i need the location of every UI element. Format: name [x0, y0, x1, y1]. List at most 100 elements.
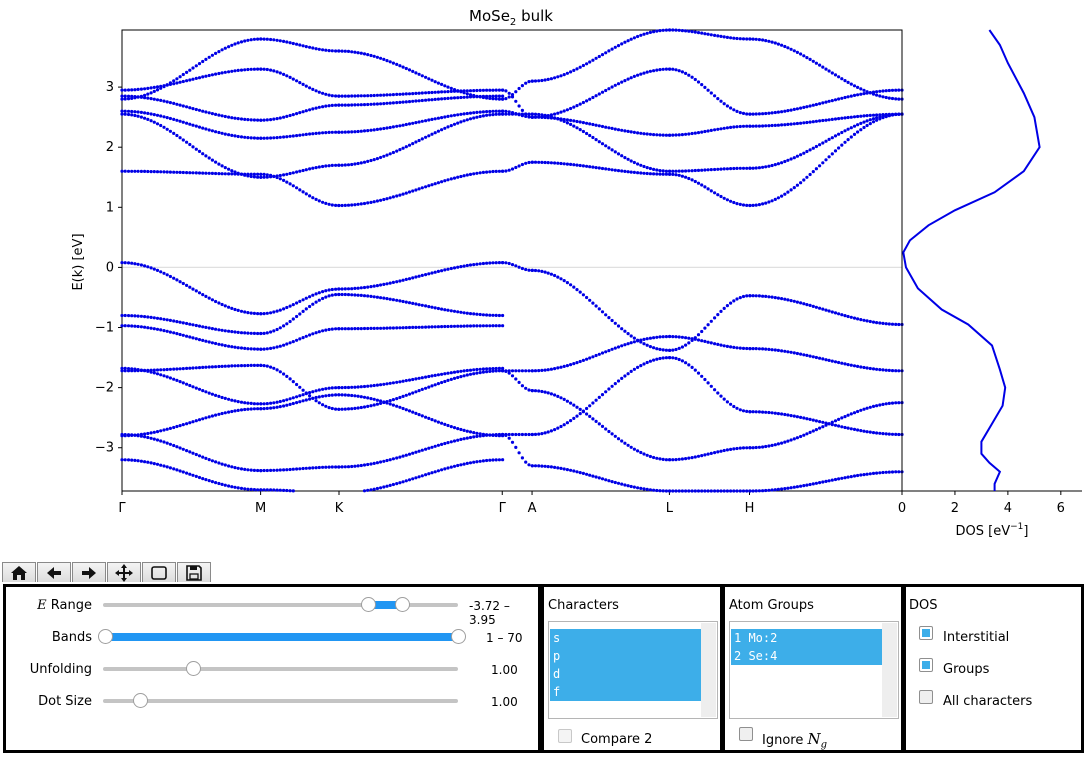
band-point — [165, 170, 169, 174]
band-point — [767, 124, 771, 128]
band-point — [594, 419, 598, 423]
e-range-track[interactable] — [103, 603, 458, 607]
list-item[interactable]: f — [553, 685, 561, 699]
bands-high-handle[interactable] — [451, 629, 466, 644]
band-point — [204, 325, 208, 329]
unfolding-handle[interactable] — [186, 661, 201, 676]
band-point — [537, 389, 541, 393]
band-point — [738, 346, 742, 350]
list-item[interactable]: s — [553, 631, 561, 645]
band-point — [827, 137, 831, 141]
compare-2-checkbox[interactable] — [558, 729, 572, 743]
band-point — [588, 473, 592, 477]
band-point — [533, 369, 538, 373]
band-point — [288, 304, 292, 308]
band-point — [620, 154, 624, 158]
band-point — [684, 29, 688, 33]
band-point — [191, 473, 195, 477]
band-point — [372, 128, 376, 132]
e-range-low-handle[interactable] — [361, 597, 376, 612]
band-point — [764, 294, 768, 298]
band-point — [443, 84, 447, 88]
band-point — [321, 394, 325, 398]
band-point — [802, 302, 806, 306]
all-characters-checkbox[interactable] — [919, 690, 933, 704]
band-point — [846, 115, 850, 120]
groups-checkbox[interactable] — [919, 658, 933, 672]
band-point — [658, 68, 662, 72]
band-point — [197, 324, 202, 328]
band-point — [233, 399, 237, 403]
list-item[interactable]: d — [553, 667, 561, 681]
band-point — [626, 484, 630, 488]
band-point — [207, 111, 211, 115]
k-point-label: M — [255, 501, 266, 516]
atom-groups-scrollbar[interactable] — [882, 623, 897, 717]
band-point — [411, 121, 415, 125]
save-button[interactable] — [177, 562, 211, 582]
band-point — [549, 367, 554, 371]
home-button[interactable] — [2, 562, 36, 582]
band-point — [725, 489, 730, 493]
band-point — [546, 465, 550, 469]
list-item[interactable]: 2 Se:4 — [734, 649, 778, 663]
band-point — [214, 130, 218, 134]
band-point — [607, 146, 611, 150]
characters-scrollbar[interactable] — [701, 623, 716, 717]
pan-button[interactable] — [107, 562, 141, 582]
band-point — [424, 75, 428, 79]
list-item[interactable]: p — [553, 649, 561, 663]
band-point — [795, 154, 800, 158]
band-point — [159, 429, 163, 433]
zoom-rect-button[interactable] — [142, 562, 176, 582]
band-point — [655, 133, 659, 137]
band-point — [311, 166, 315, 170]
band-point — [632, 447, 637, 451]
e-range-high-handle[interactable] — [395, 597, 410, 612]
band-point — [658, 172, 662, 176]
band-point — [543, 431, 547, 435]
back-button[interactable] — [37, 562, 71, 582]
band-point — [346, 130, 351, 134]
atom-groups-list[interactable]: 1 Mo:2 2 Se:4 — [729, 621, 899, 719]
band-point — [783, 487, 787, 491]
band-point — [811, 429, 815, 433]
band-point — [407, 392, 412, 396]
band-point — [786, 350, 790, 354]
band-point — [366, 326, 370, 331]
band-point — [776, 348, 781, 352]
band-point — [748, 203, 752, 208]
band-point — [524, 161, 528, 165]
band-point — [520, 369, 525, 373]
band-point — [278, 468, 282, 472]
band-point — [729, 301, 733, 305]
band-point — [243, 401, 247, 405]
band-point — [687, 73, 691, 77]
list-item[interactable]: 1 Mo:2 — [734, 631, 778, 645]
band-point — [764, 111, 768, 116]
dotsize-handle[interactable] — [133, 693, 148, 708]
band-point — [265, 118, 269, 122]
ignore-ng-checkbox[interactable] — [739, 727, 753, 741]
band-point — [533, 115, 538, 119]
forward-button[interactable] — [72, 562, 106, 582]
band-point — [680, 359, 685, 363]
dotsize-track[interactable] — [103, 699, 458, 703]
band-point — [391, 398, 395, 402]
characters-list[interactable]: s p d f — [548, 621, 718, 719]
band-point — [269, 365, 273, 369]
band-point — [754, 410, 758, 414]
unfolding-track[interactable] — [103, 667, 458, 671]
band-point — [436, 116, 440, 120]
band-point — [868, 405, 872, 409]
band-point — [424, 375, 428, 379]
band-point — [391, 101, 395, 105]
band-point — [546, 430, 550, 434]
band-point — [217, 328, 221, 332]
band-point — [411, 391, 415, 395]
band-point — [884, 402, 888, 406]
bands-low-handle[interactable] — [98, 629, 113, 644]
band-point — [629, 37, 633, 41]
band-point — [757, 166, 762, 170]
interstitial-checkbox[interactable] — [919, 626, 933, 640]
